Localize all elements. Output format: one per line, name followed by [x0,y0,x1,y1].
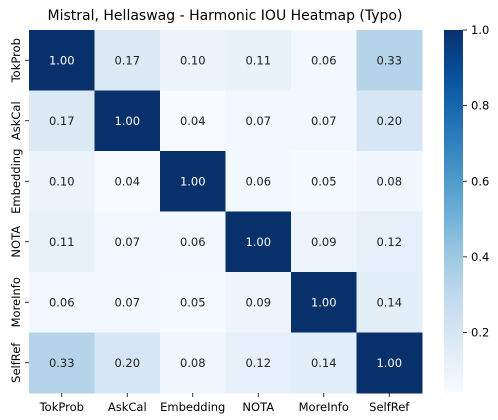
heatmap-cell [160,30,226,91]
heatmap-cell [160,151,226,212]
colorbar-tick-label: 0.4 [471,250,489,264]
cell-value-label: 0.06 [311,53,337,67]
heatmap-cell [94,332,161,394]
y-tick-label: SelfRef [9,342,23,383]
y-tick-label: TokProb [9,38,23,83]
x-tick-label: Embedding [160,400,225,414]
cell-value-label: 0.14 [376,295,402,309]
chart-title: Mistral, Hellaswag - Harmonic IOU Heatma… [48,8,403,24]
cell-value-label: 0.14 [311,356,337,370]
heatmap-cell [29,211,95,273]
x-tick-label: AskCal [108,400,147,414]
cell-value-label: 1.00 [311,295,337,309]
y-tick-label: NOTA [9,226,23,258]
y-tick-label: AskCal [9,101,23,140]
colorbar-tick-label: 0.2 [471,326,489,340]
heatmap-cell-labels: 1.00 0.17 0.10 0.11 0.06 0.33 0.17 1.00 0.04 0.07… [49,53,402,370]
colorbar-tick-label: 0.8 [471,99,489,113]
cell-value-label: 0.11 [245,53,271,67]
heatmap-cell [225,211,292,273]
heatmap-cell [160,211,226,273]
heatmap-cell [94,30,161,91]
cell-value-label: 0.33 [376,53,402,67]
heatmap-cell [94,90,161,152]
cell-value-label: 0.12 [245,356,271,370]
colorbar-ticks: 0.2 0.4 0.6 0.8 1.0 [463,23,489,340]
cell-value-label: 0.11 [49,235,75,249]
cell-value-label: 1.00 [180,174,206,188]
heatmap-cell [225,90,292,152]
colorbar [444,30,463,393]
heatmap-cell [291,272,357,333]
cell-value-label: 0.04 [180,114,206,128]
cell-value-label: 0.08 [180,356,206,370]
heatmap-cell [160,272,226,333]
heatmap-cell [356,272,423,333]
heatmap-cell [291,151,357,212]
cell-value-label: 0.06 [49,295,75,309]
x-tick-label: SelfRef [369,400,410,414]
cell-value-label: 0.07 [311,114,337,128]
y-axis: TokProb AskCal Embedding NOTA MoreInfo SelfRe… [9,38,29,383]
cell-value-label: 1.00 [49,53,75,67]
cell-value-label: 0.20 [114,356,140,370]
cell-value-label: 0.07 [245,114,271,128]
heatmap-cell [291,332,357,394]
cell-value-label: 0.17 [49,114,75,128]
x-tick-label: TokProb [39,400,84,414]
heatmap-cell [356,332,423,394]
cell-value-label: 0.07 [114,295,140,309]
heatmap-cell [29,90,95,152]
heatmap-cell [29,151,95,212]
heatmap-cell [291,211,357,273]
heatmap-cell [225,332,292,394]
heatmap-cell [160,332,226,394]
x-tick-label: MoreInfo [299,400,349,414]
cell-value-label: 0.33 [49,356,75,370]
heatmap-cells [29,30,423,394]
cell-value-label: 0.09 [311,235,337,249]
heatmap-cell [225,272,292,333]
y-tick-label: Embedding [9,149,23,214]
cell-value-label: 0.20 [376,114,402,128]
heatmap-cell [356,90,423,152]
heatmap-cell [356,30,423,91]
heatmap-cell [94,272,161,333]
heatmap-cell [29,332,95,394]
heatmap-cell [291,90,357,152]
heatmap-cell [29,272,95,333]
cell-value-label: 0.05 [180,295,206,309]
cell-value-label: 0.04 [114,174,140,188]
cell-value-label: 0.07 [114,235,140,249]
cell-value-label: 1.00 [114,114,140,128]
heatmap-cell [94,211,161,273]
cell-value-label: 1.00 [376,356,402,370]
cell-value-label: 1.00 [245,235,271,249]
heatmap-cell [160,90,226,152]
heatmap-cell [225,30,292,91]
y-tick-label: MoreInfo [9,277,23,327]
heatmap-cell [94,151,161,212]
heatmap-cell [291,30,357,91]
cell-value-label: 0.09 [245,295,271,309]
cell-value-label: 0.05 [311,174,337,188]
x-tick-label: NOTA [242,400,274,414]
cell-value-label: 0.17 [114,53,140,67]
x-axis: TokProb AskCal Embedding NOTA MoreInfo SelfRe… [39,393,410,414]
colorbar-tick-label: 0.6 [471,174,489,188]
heatmap-cell [356,151,423,212]
cell-value-label: 0.10 [180,53,206,67]
cell-value-label: 0.10 [49,174,75,188]
heatmap-cell [29,30,95,91]
heatmap-cell [356,211,423,273]
cell-value-label: 0.08 [376,174,402,188]
cell-value-label: 0.06 [180,235,206,249]
heatmap-cell [225,151,292,212]
cell-value-label: 0.12 [376,235,402,249]
colorbar-tick-label: 1.0 [471,23,489,37]
cell-value-label: 0.06 [245,174,271,188]
